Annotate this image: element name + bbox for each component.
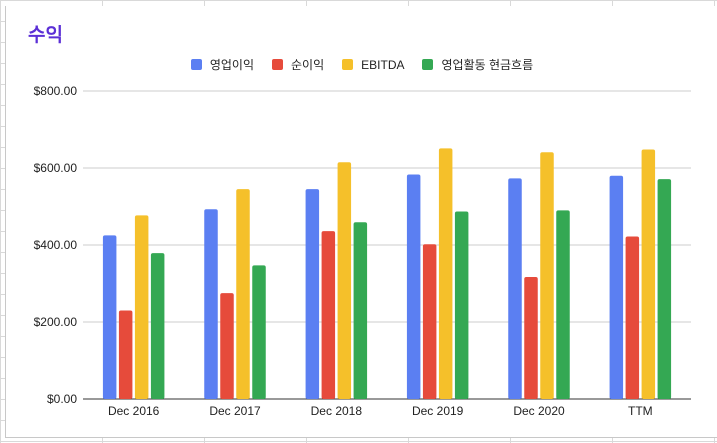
legend-swatch	[342, 59, 354, 70]
legend-swatch	[190, 59, 202, 70]
bar[interactable]	[524, 276, 538, 399]
bar[interactable]	[508, 178, 522, 399]
bar[interactable]	[657, 179, 672, 399]
x-tick-label: Dec 2016	[108, 404, 160, 418]
x-tick-label: Dec 2017	[209, 404, 261, 418]
bar[interactable]	[102, 235, 117, 399]
bar[interactable]	[353, 222, 368, 399]
legend-label: EBITDA	[361, 57, 405, 72]
bar[interactable]	[118, 310, 133, 399]
legend-swatch	[272, 59, 284, 70]
bar[interactable]	[236, 189, 250, 399]
bar[interactable]	[252, 265, 266, 399]
y-tick-label: $600.00	[34, 161, 78, 175]
bar[interactable]	[150, 253, 165, 399]
bar[interactable]	[438, 148, 453, 399]
bar[interactable]	[609, 175, 624, 399]
legend-item-operating-income: 영업이익	[190, 56, 255, 73]
bar[interactable]	[220, 293, 234, 399]
bar[interactable]	[305, 189, 320, 399]
y-tick-label: $0.00	[47, 392, 77, 406]
bar[interactable]	[204, 209, 218, 399]
x-tick-label: Dec 2020	[513, 404, 565, 418]
legend-item-ebitda: EBITDA	[342, 56, 404, 73]
x-tick-label: Dec 2018	[311, 404, 363, 418]
bar[interactable]	[540, 152, 554, 399]
x-tick-label: Dec 2019	[412, 404, 464, 418]
bar[interactable]	[641, 149, 656, 399]
legend-item-operating-cash-flow: 영업활동 현금흐름	[422, 56, 533, 73]
y-tick-label: $400.00	[34, 238, 78, 252]
chart-plot: $0.00 $200.00 $400.00 $600.00 $800.00 Dec 201…	[34, 84, 691, 418]
bar[interactable]	[134, 215, 149, 399]
bar[interactable]	[422, 244, 437, 399]
chart-legend: 영업이익 순이익 EBITDA 영업활동 현금흐름	[6, 56, 717, 73]
legend-label: 영업이익	[209, 58, 255, 72]
bar[interactable]	[625, 236, 640, 399]
bar[interactable]	[556, 210, 570, 399]
bar[interactable]	[321, 231, 336, 399]
legend-label: 영업활동 현금흐름	[441, 58, 534, 72]
bar[interactable]	[337, 162, 352, 399]
y-tick-label: $800.00	[34, 84, 78, 98]
chart-card[interactable]: 수익 영업이익 순이익 EBITDA 영업활동 현금흐름 $0.00 $200.0…	[5, 6, 717, 438]
bar[interactable]	[454, 211, 469, 399]
legend-item-net-income: 순이익	[272, 56, 324, 73]
x-tick-label: TTM	[628, 404, 653, 418]
legend-swatch	[422, 59, 434, 70]
y-tick-label: $200.00	[34, 315, 78, 329]
bar[interactable]	[406, 174, 421, 399]
legend-label: 순이익	[291, 58, 325, 72]
chart-title: 수익	[28, 25, 63, 46]
